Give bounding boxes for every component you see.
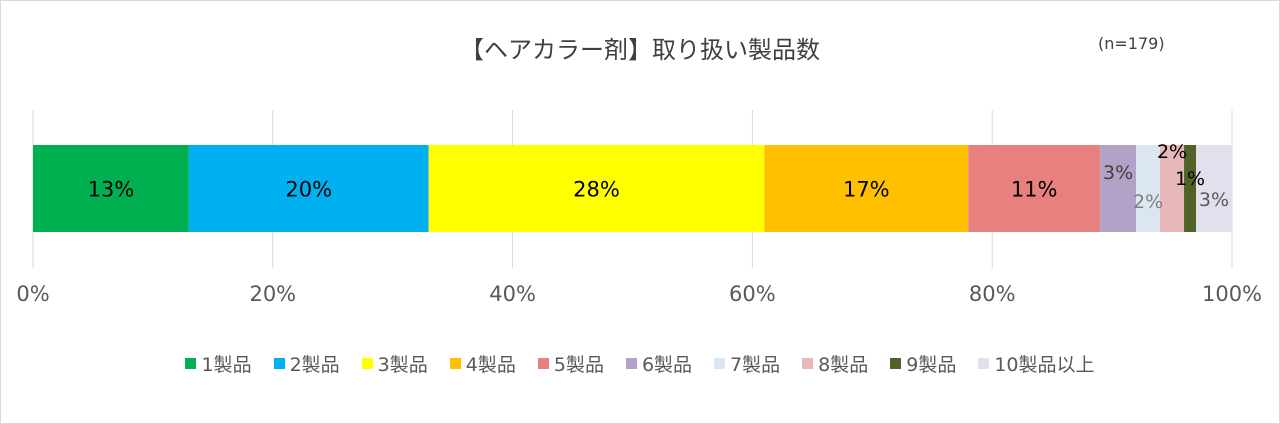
data-label: 11% bbox=[1011, 178, 1058, 202]
legend-item: 10製品以上 bbox=[978, 350, 1095, 377]
x-tick-label: 40% bbox=[489, 282, 536, 306]
legend-item: 9製品 bbox=[890, 350, 956, 377]
legend-swatch bbox=[449, 358, 461, 369]
legend-swatch bbox=[361, 358, 373, 369]
data-label: 2% bbox=[1157, 141, 1187, 163]
legend-label: 1製品 bbox=[201, 354, 252, 376]
x-tick-label: 60% bbox=[729, 282, 776, 306]
legend-label: 6製品 bbox=[641, 354, 693, 376]
legend-swatch bbox=[890, 358, 902, 369]
bar-segment bbox=[33, 145, 189, 232]
legend-item: 8製品 bbox=[802, 350, 868, 377]
legend-item: 7製品 bbox=[714, 350, 780, 377]
data-label: 2% bbox=[1133, 191, 1163, 213]
legend-label: 7製品 bbox=[730, 354, 781, 376]
legend-swatch bbox=[802, 358, 814, 369]
x-tick-label: 80% bbox=[969, 282, 1016, 306]
legend-swatch bbox=[185, 358, 197, 369]
data-label: 3% bbox=[1199, 189, 1229, 211]
legend-swatch bbox=[273, 358, 285, 369]
legend-label: 4製品 bbox=[465, 354, 516, 376]
bar-segment bbox=[188, 145, 429, 232]
data-label: 3% bbox=[1103, 162, 1133, 184]
legend-label: 8製品 bbox=[818, 354, 869, 376]
legend-item: 6製品 bbox=[625, 350, 693, 377]
legend-label: 2製品 bbox=[289, 354, 340, 376]
bar-segment bbox=[1100, 145, 1137, 232]
stacked-bar-plot: 0% 20% 40% 60% 80% 100%13% 20% 28% 17% 11%3%2%2%1… bbox=[16, 110, 1262, 306]
bar-segment bbox=[968, 145, 1101, 232]
legend: 1製品 2製品 3製品 4製品 5製品 6製品 7製品 8製品 9製品 10製品以上 bbox=[0, 350, 1280, 377]
legend-item: 5製品 bbox=[537, 350, 604, 377]
legend-item: 2製品 bbox=[273, 350, 340, 377]
legend-swatch bbox=[714, 358, 726, 369]
data-label: 20% bbox=[285, 178, 332, 202]
data-label: 17% bbox=[843, 178, 890, 202]
bar-segment bbox=[1184, 145, 1197, 232]
sample-size-note: (n=179) bbox=[1098, 34, 1165, 53]
legend-item: 4製品 bbox=[449, 350, 516, 377]
legend-swatch bbox=[625, 358, 637, 369]
data-label: 13% bbox=[88, 178, 135, 202]
bar-segment bbox=[1196, 145, 1232, 232]
data-label: 28% bbox=[573, 178, 620, 202]
x-tick-label: 0% bbox=[16, 282, 49, 306]
bar-segment bbox=[1160, 145, 1185, 232]
legend-label: 10製品以上 bbox=[994, 354, 1095, 376]
chart-title: 【ヘアカラー剤】取り扱い製品数 bbox=[460, 36, 820, 64]
legend-swatch bbox=[537, 358, 549, 369]
legend-item: 3製品 bbox=[361, 350, 428, 377]
bar-segment bbox=[428, 145, 765, 232]
x-tick-label: 100% bbox=[1202, 282, 1262, 306]
legend-label: 5製品 bbox=[553, 354, 604, 376]
x-tick-label: 20% bbox=[249, 282, 296, 306]
legend-label: 9製品 bbox=[906, 354, 957, 376]
bar-segment bbox=[764, 145, 969, 232]
legend-swatch bbox=[978, 358, 990, 369]
bar-segment bbox=[1136, 145, 1161, 232]
legend-label: 3製品 bbox=[377, 354, 428, 376]
legend-item: 1製品 bbox=[185, 350, 252, 377]
data-label: 1% bbox=[1175, 168, 1205, 190]
